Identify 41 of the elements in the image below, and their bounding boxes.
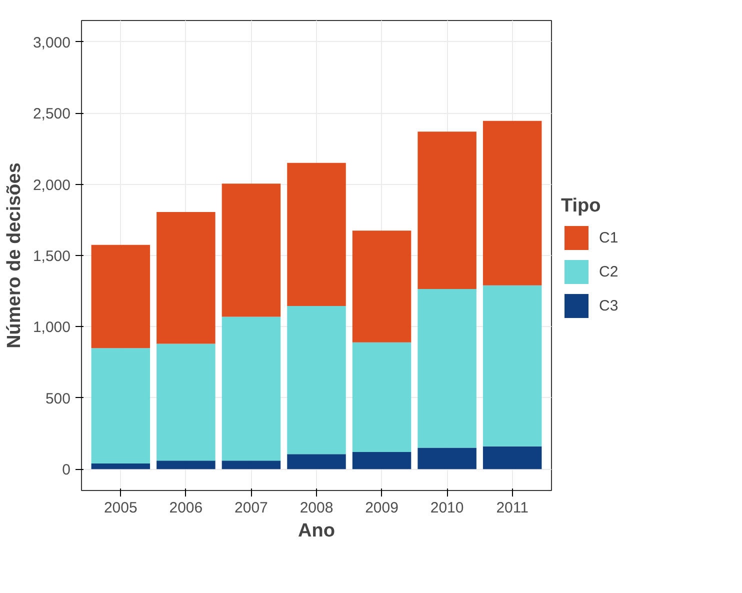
bar <box>352 452 412 470</box>
y-tick-label: 3,000 <box>32 34 71 52</box>
bar <box>222 184 281 317</box>
bar <box>222 460 281 470</box>
bar <box>287 454 346 470</box>
bar <box>156 460 216 470</box>
bar <box>352 230 412 342</box>
y-tick-label: 0 <box>62 462 70 479</box>
bar <box>156 212 216 344</box>
x-tick-label: 2008 <box>300 500 334 516</box>
x-tick-label: 2009 <box>365 500 398 516</box>
x-tick-label: 2005 <box>104 500 138 516</box>
legend-label: C2 <box>599 263 619 280</box>
x-tick-label: 2010 <box>430 500 464 516</box>
bar <box>482 120 542 286</box>
bar <box>418 132 476 289</box>
y-tick-label: 1,500 <box>32 248 71 265</box>
legend-title: Tipo <box>561 196 602 218</box>
legend-label: C3 <box>599 297 619 314</box>
bar <box>222 316 281 461</box>
x-tick-label: 2011 <box>496 500 528 516</box>
bar <box>482 446 542 470</box>
y-tick-label: 1,000 <box>32 319 71 336</box>
bar <box>91 244 150 348</box>
bar <box>287 162 346 306</box>
bar <box>482 285 542 446</box>
y-tick-label: 500 <box>45 390 71 408</box>
x-axis-title: Ano <box>298 520 335 542</box>
x-tick-label: 2007 <box>234 500 268 516</box>
bar <box>352 342 412 452</box>
y-tick-label: 2,000 <box>32 176 71 194</box>
y-axis-title: Número de decisões <box>4 162 25 348</box>
y-tick-label: 2,500 <box>32 106 71 123</box>
x-tick-label: 2006 <box>169 500 203 516</box>
bar <box>156 344 216 461</box>
legend-label: C1 <box>599 229 619 246</box>
bar <box>91 463 150 470</box>
bar <box>287 306 346 454</box>
bar <box>418 288 476 448</box>
bar <box>91 348 150 464</box>
bar <box>418 448 476 470</box>
